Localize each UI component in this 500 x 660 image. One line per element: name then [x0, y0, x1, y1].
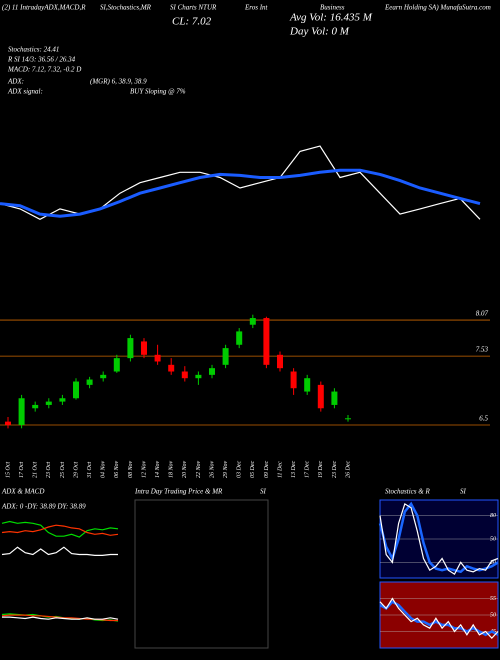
candle-body	[73, 381, 79, 399]
panel	[134, 499, 269, 649]
candle-body	[141, 341, 147, 355]
candle-body	[181, 371, 188, 379]
series-line	[2, 616, 119, 620]
header-text: SI,Stochastics,MR	[100, 4, 152, 12]
candle-body	[195, 374, 202, 379]
y-tick-label: 80	[490, 513, 496, 519]
x-tick-label: 22 Nov	[196, 460, 202, 478]
candle-body	[32, 404, 39, 409]
x-tick-label: 26 Dec	[345, 461, 351, 478]
macd-text: MACD: 7.12, 7.32, -0.2 D	[7, 66, 81, 74]
candle-body	[5, 421, 11, 425]
rsi-text: R SI 14/3: 36.56 / 26.34	[7, 56, 76, 64]
y-tick-label: 50	[490, 612, 496, 618]
candle-body	[209, 368, 215, 375]
series-line	[1, 520, 119, 538]
x-tick-label: 23 Dec	[332, 461, 338, 478]
x-tick-label: 19 Dec	[318, 461, 324, 478]
y-tick-label: 20	[490, 560, 496, 566]
candle-body	[222, 348, 229, 365]
candle-body	[18, 398, 25, 425]
x-tick-label: 09 Dec	[264, 461, 270, 478]
candle-body	[236, 331, 243, 345]
panel-subtitle: ADX: 0 -DY: 38.89 DY: 38.89	[1, 503, 86, 511]
y-tick-label: 55	[490, 596, 496, 602]
candle-body	[263, 318, 270, 365]
series-line	[379, 597, 499, 639]
header-text: Business	[320, 4, 345, 12]
adx-signal: ADX signal:	[7, 88, 43, 96]
stochastics-text: Stochastics: 24.41	[8, 46, 59, 54]
x-tick-label: 06 Nov	[114, 460, 120, 478]
series-line	[1, 546, 118, 556]
x-tick-label: 03 Dec	[237, 461, 243, 478]
x-tick-label: 20 Nov	[182, 460, 188, 478]
adx-text: ADX:	[7, 78, 24, 86]
panel-subtitle: SI	[460, 488, 467, 496]
x-tick-label: 11 Dec	[277, 461, 283, 478]
series-line	[379, 502, 499, 575]
x-tick-label: 25 Oct	[60, 462, 66, 478]
header-text: Eros Int	[244, 4, 269, 12]
candle-body	[127, 338, 134, 359]
x-tick-label: 04 Nov	[100, 460, 107, 478]
panel-title: Intra Day Trading Price & MR	[134, 488, 223, 496]
candle-body	[100, 374, 107, 379]
x-tick-label: 21 Oct	[33, 462, 39, 478]
y-tick-label: 6.5	[479, 415, 488, 423]
candle-body	[331, 391, 338, 405]
x-tick-label: 26 Nov	[209, 460, 215, 478]
series-line	[0, 168, 481, 218]
adx-value: (MGR) 6, 38.9, 38.9	[90, 78, 147, 86]
candle-body	[290, 371, 297, 389]
x-tick-label: 29 Nov	[223, 460, 229, 478]
candle-body	[277, 354, 283, 369]
y-tick-label: 50	[490, 536, 496, 542]
candle-body	[304, 378, 311, 392]
header-text: (2) 11 IntradayADX,MACD,R	[2, 4, 86, 12]
series-line	[378, 501, 499, 574]
x-tick-label: 23 Oct	[46, 462, 52, 478]
x-tick-label: 12 Nov	[141, 460, 147, 478]
adx-signal-value: BUY Sloping @ 7%	[130, 88, 186, 96]
series-line	[1, 524, 119, 536]
x-tick-label: 18 Nov	[169, 460, 175, 478]
candle-body	[86, 379, 93, 385]
panel-title: Stochastics & R	[385, 488, 430, 496]
header-text: SI Charts NTUR	[170, 4, 217, 12]
avg-volume: Avg Vol: 16.435 M	[289, 12, 373, 24]
x-tick-label: 29 Oct	[73, 462, 79, 478]
candle-body	[317, 384, 324, 409]
candle-body	[249, 318, 256, 325]
candle-body	[345, 418, 351, 420]
x-tick-label: 13 Dec	[291, 461, 297, 478]
x-tick-label: 17 Oct	[19, 462, 25, 478]
candle-body	[154, 354, 161, 362]
x-tick-label: 14 Nov	[154, 460, 161, 478]
x-tick-label: 31 Oct	[87, 462, 93, 479]
x-tick-label: 15 Oct	[5, 462, 11, 478]
candle-body	[113, 358, 120, 372]
candle-body	[168, 364, 175, 372]
header-text: Eearn Holding SA) MunafaSutra.com	[384, 4, 491, 12]
close-price: CL: 7.02	[172, 16, 212, 28]
x-tick-label: 05 Dec	[250, 461, 256, 478]
y-tick-label: 7.53	[476, 346, 489, 354]
x-tick-label: 17 Dec	[305, 461, 311, 478]
panel-subtitle: SI	[260, 488, 267, 496]
y-tick-label: 8.07	[476, 310, 489, 318]
panel-title: ADX & MACD	[1, 488, 44, 496]
candle-body	[45, 401, 52, 405]
day-volume: Day Vol: 0 M	[289, 26, 350, 38]
x-tick-label: 08 Nov	[128, 460, 134, 478]
candle-body	[59, 398, 66, 402]
